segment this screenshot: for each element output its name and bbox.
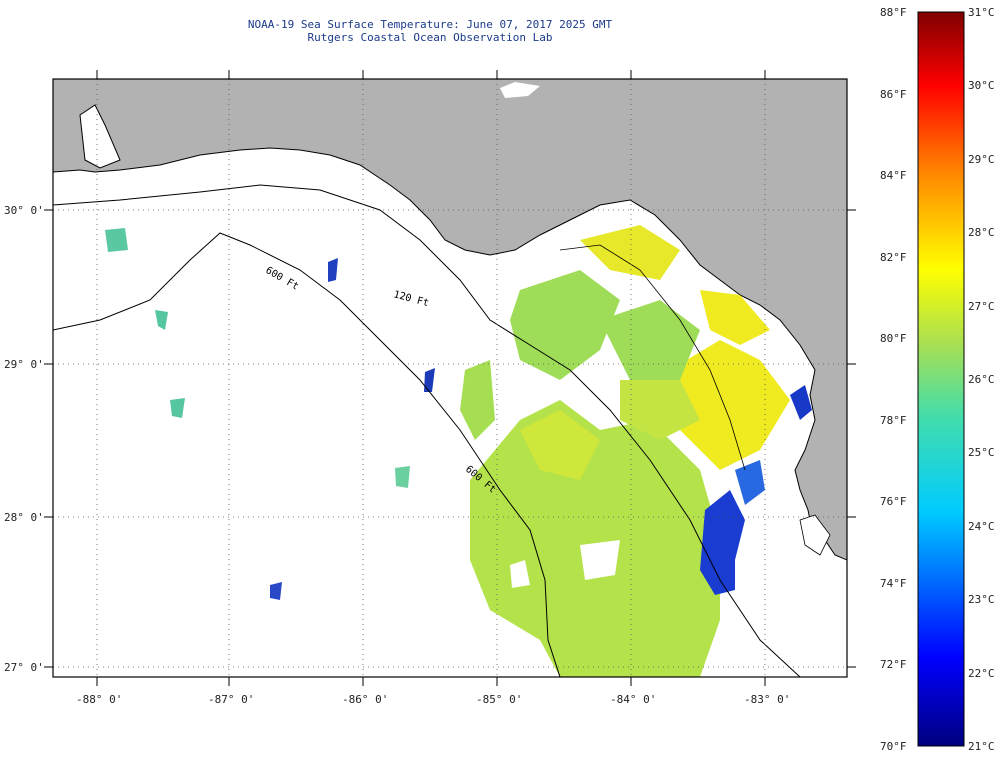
lat-label-30: 30° 0' [4,204,44,217]
colorbar-f-label: 72°F [880,658,907,672]
map-subtitle: Rutgers Coastal Ocean Observation Lab [307,31,553,44]
lon-label-86: -86° 0' [342,693,389,706]
lon-label-88: -88° 0' [76,693,123,706]
colorbar-f-label: 76°F [880,495,907,509]
map-title: NOAA-19 Sea Surface Temperature: June 07… [247,18,613,31]
colorbar-c-label: 26°C [968,373,995,386]
colorbar-c-label: 23°C [968,593,995,607]
colorbar-f-label: 80°F [880,332,907,346]
land-mass [53,79,847,561]
lon-label-84: -84° 0' [610,693,657,706]
bay-shape [79,104,121,169]
colorbar-c-label: 28°C [968,226,995,240]
bay-shape-2 [799,514,831,556]
colorbar-f-label: 70°F [880,740,907,753]
colorbar-f-label: 84°F [880,169,907,183]
lat-label-28: 28° 0' [4,511,44,524]
colorbar-c-label: 27°C [968,299,995,313]
map-border [52,78,848,678]
colorbar-c-label: 31°C [968,6,995,19]
isobath-600ft [53,232,561,677]
lake-shape [500,82,540,98]
lat-label-29: 29° 0' [4,358,44,371]
colorbar-c-label: 25°C [968,446,995,460]
colorbar-c-label: 22°C [968,666,995,680]
colorbar-c-label: 24°C [968,519,995,533]
colorbar [917,11,965,747]
lon-label-87: -87° 0' [208,693,255,706]
colorbar-c-label: 30°C [968,79,995,93]
colorbar-c-label: 29°C [968,152,995,166]
colorbar-c-label: 21°C [968,740,995,753]
colorbar-f-label: 74°F [880,576,907,590]
sst-data [105,225,812,677]
lon-label-83: -83° 0' [744,693,791,706]
isobath-coastal [559,244,746,471]
isobath-120ft [53,184,801,677]
colorbar-f-label: 88°F [880,6,907,19]
tick-marks [44,70,856,686]
colorbar-f-label: 86°F [880,87,907,101]
lon-label-85: -85° 0' [476,693,523,706]
lat-label-27: 27° 0' [4,661,44,674]
colorbar-f-label: 82°F [880,250,907,264]
colorbar-f-label: 78°F [880,413,907,427]
